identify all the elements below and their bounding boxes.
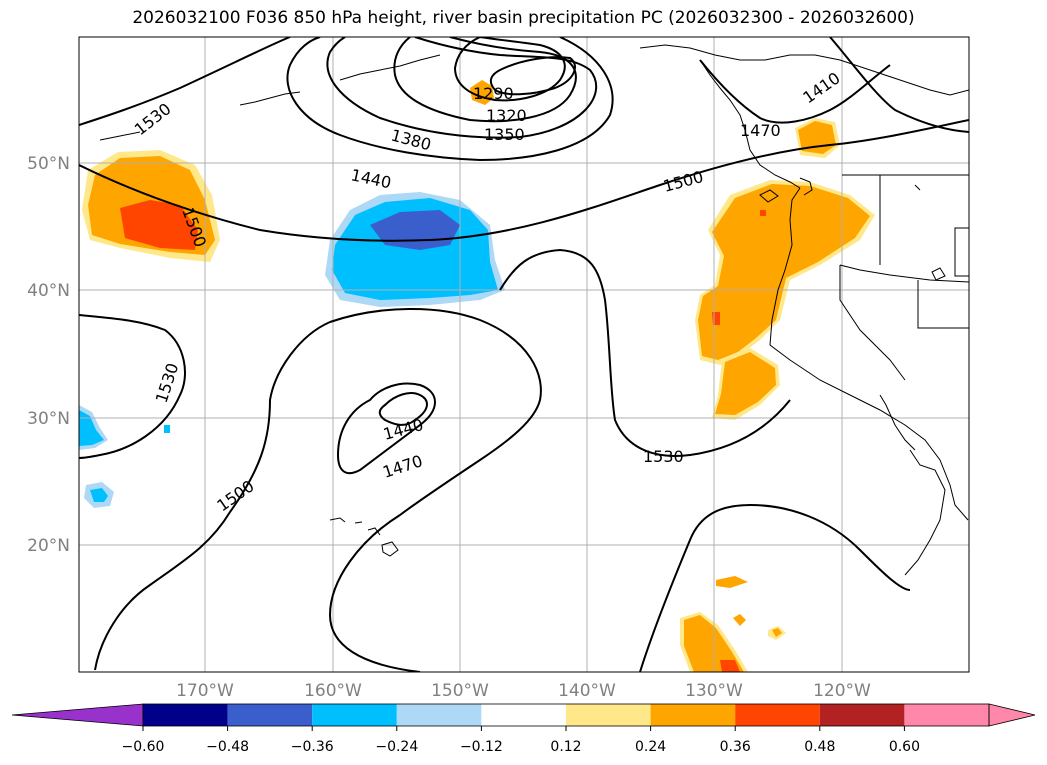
colorbar-ticks: −0.60 −0.48 −0.36 −0.24 −0.12 0.12 0.24 0.36 0.4… [122, 726, 920, 755]
colorbar-tick-label: −0.60 [122, 739, 165, 755]
colorbar-tick-label: −0.48 [206, 739, 249, 755]
lat-label-20n: 20°N [27, 536, 70, 556]
colorbar-segment [396, 704, 482, 726]
colorbar-extend-right [988, 703, 1036, 727]
colorbar-segment [735, 704, 820, 726]
lon-label-170w: 170°W [176, 681, 234, 701]
colorbar-segment [904, 704, 989, 726]
height-contours [79, 37, 969, 672]
colorbar-segments [11, 703, 1036, 727]
lon-label-150w: 150°W [431, 681, 489, 701]
colorbar-segment [566, 704, 651, 726]
colorbar-segment [312, 704, 397, 726]
colorbar: −0.60 −0.48 −0.36 −0.24 −0.12 0.12 0.24 0.36 0.4… [11, 703, 1036, 755]
lon-label-160w: 160°W [304, 681, 362, 701]
lon-label-130w: 130°W [685, 681, 743, 701]
lon-label-140w: 140°W [558, 681, 616, 701]
colorbar-tick-label: 0.36 [720, 739, 751, 755]
colorbar-tick-label: −0.24 [375, 739, 418, 755]
colorbar-tick-label: −0.36 [291, 739, 334, 755]
contour-label-1530-east: 1530 [643, 447, 684, 466]
lat-label-40n: 40°N [27, 281, 70, 301]
map-title: 2026032100 F036 850 hPa height, river ba… [132, 8, 915, 28]
colorbar-tick-label: 0.24 [635, 739, 666, 755]
lat-label-30n: 30°N [27, 409, 70, 429]
coastlines [99, 44, 969, 576]
colorbar-tick-label: −0.12 [460, 739, 503, 755]
colorbar-segment [481, 704, 566, 726]
contour-label-1350: 1350 [484, 125, 525, 144]
gridlines [79, 37, 969, 672]
map-plot-area: 1290 1320 1350 1380 1410 1440 1440 1470 … [79, 37, 969, 672]
colorbar-tick-label: 0.60 [889, 739, 920, 755]
colorbar-extend-left [11, 703, 144, 727]
lon-axis-labels: 170°W 160°W 150°W 140°W 130°W 120°W [176, 681, 871, 701]
contour-label-1470-ne: 1470 [740, 121, 781, 140]
plot-frame [78, 36, 970, 673]
colorbar-tick-label: 0.12 [550, 739, 581, 755]
contour-label-1320: 1320 [486, 106, 527, 125]
lon-label-120w: 120°W [813, 681, 871, 701]
contour-label-1290: 1290 [473, 84, 514, 103]
colorbar-segment [819, 704, 905, 726]
colorbar-tick-label: 0.48 [804, 739, 835, 755]
lat-label-50n: 50°N [27, 154, 70, 174]
colorbar-segment [143, 704, 228, 726]
colorbar-segment [227, 704, 313, 726]
colorbar-segment [650, 704, 736, 726]
lat-axis-labels: 50°N 40°N 30°N 20°N [27, 154, 70, 556]
